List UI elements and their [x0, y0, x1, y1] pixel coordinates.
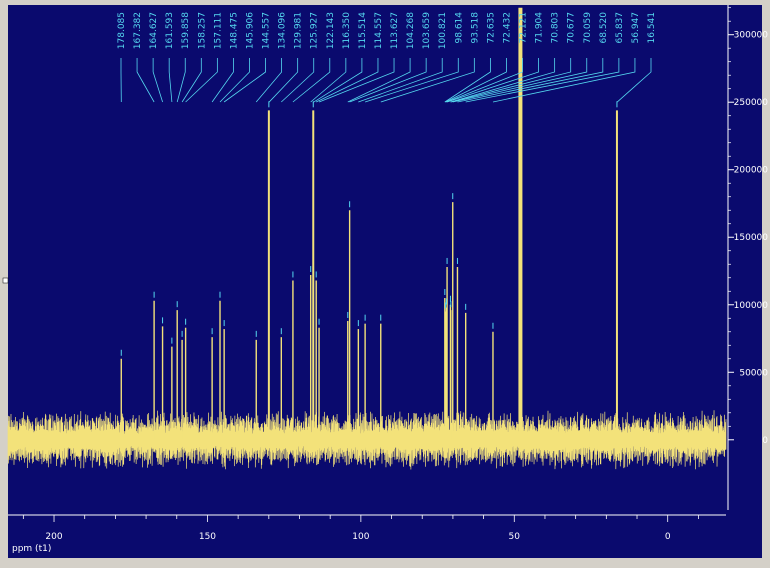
peak-label-9: 144.557 — [262, 12, 272, 49]
x-tick-label-3: 50 — [509, 532, 521, 542]
peak-label-3: 161.593 — [165, 12, 175, 49]
peak-label-10: 134.096 — [278, 12, 288, 49]
x-axis-label: ppm (t1) — [12, 544, 51, 554]
peak-label-6: 157.111 — [213, 12, 223, 49]
peak-label-11: 129.981 — [294, 12, 304, 49]
peak-label-2: 164.627 — [149, 12, 159, 49]
y-tick-label-3: 150000 — [734, 233, 769, 243]
peak-label-28: 70.677 — [567, 12, 577, 44]
peak-label-20: 100.821 — [438, 12, 448, 49]
peak-label-32: 56.947 — [631, 12, 641, 44]
peak-label-13: 122.143 — [326, 12, 336, 49]
peak-label-24: 72.432 — [502, 12, 512, 44]
resize-handle-left[interactable] — [3, 278, 8, 283]
x-tick-label-1: 150 — [199, 532, 216, 542]
peak-label-5: 158.257 — [197, 12, 207, 49]
y-tick-label-0: 0 — [762, 436, 768, 446]
x-tick-label-0: 200 — [45, 532, 62, 542]
peak-label-15: 115.514 — [358, 12, 368, 49]
peak-label-27: 70.803 — [551, 12, 561, 44]
y-tick-label-4: 200000 — [734, 166, 769, 176]
peak-label-21: 98.614 — [454, 12, 464, 44]
y-tick-label-6: 300000 — [734, 31, 769, 41]
peak-label-33: 16.541 — [647, 12, 657, 44]
peak-label-30: 68.520 — [599, 12, 609, 44]
peak-label-23: 72.635 — [486, 12, 496, 44]
peak-label-16: 114.557 — [374, 12, 384, 49]
peak-label-18: 104.268 — [406, 12, 416, 49]
peak-label-7: 148.475 — [229, 12, 239, 49]
peak-label-22: 93.518 — [470, 12, 480, 44]
peak-label-1: 167.382 — [133, 12, 143, 49]
x-tick-label-2: 100 — [352, 532, 369, 542]
peak-label-29: 70.059 — [583, 12, 593, 44]
peak-label-12: 125.927 — [310, 12, 320, 49]
peak-label-4: 159.858 — [181, 12, 191, 49]
x-tick-label-4: 0 — [665, 532, 671, 542]
peak-label-26: 71.904 — [535, 12, 545, 44]
peak-label-17: 113.627 — [390, 12, 400, 49]
peak-label-25: 72.121 — [519, 12, 529, 44]
y-tick-label-2: 100000 — [734, 301, 769, 311]
peak-label-31: 65.837 — [615, 12, 625, 44]
peak-label-8: 145.906 — [245, 12, 255, 49]
y-tick-label-1: 50000 — [739, 368, 768, 378]
peak-label-0: 178.085 — [117, 12, 127, 49]
y-tick-label-5: 250000 — [734, 98, 769, 108]
peak-label-19: 103.659 — [422, 12, 432, 49]
peak-label-14: 116.350 — [342, 12, 352, 49]
